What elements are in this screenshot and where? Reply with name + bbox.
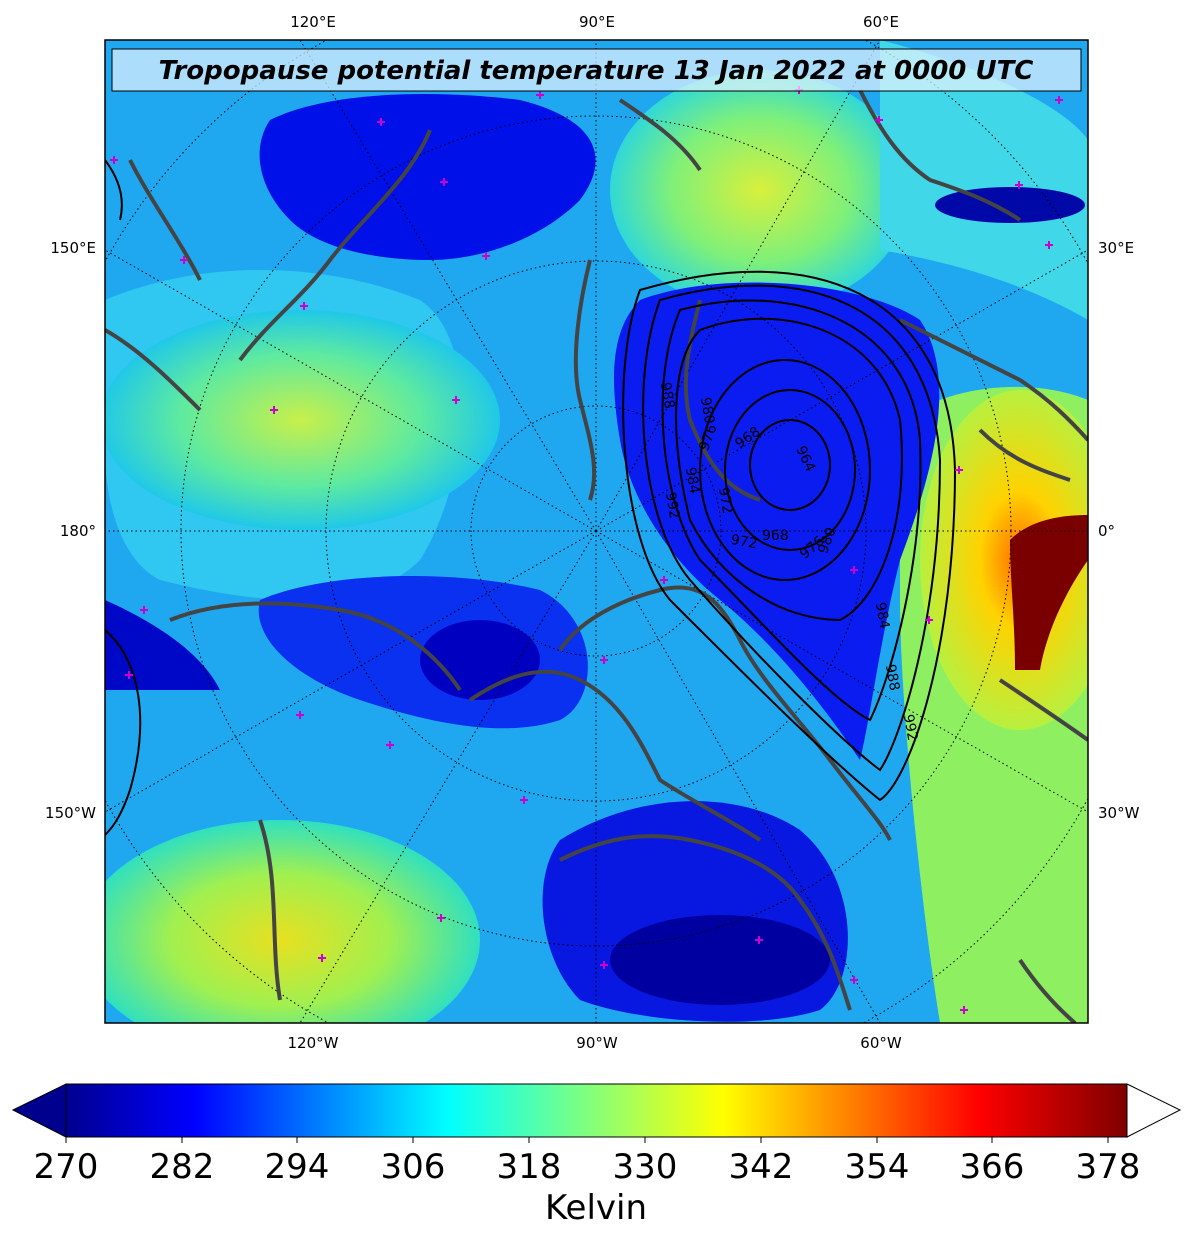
isobar-label: 972: [729, 532, 758, 552]
isobar-label: 988: [657, 381, 677, 410]
isobar-label: 984: [682, 466, 702, 495]
map-area: 988 980 976 984 992 972 968 964 968 972 …: [105, 40, 1088, 1023]
lon-label-bottom: 90°W: [576, 1034, 618, 1052]
lon-label-right: 0°: [1098, 522, 1115, 540]
dark-red-strip: [1010, 515, 1088, 670]
isobar-label: 992: [900, 713, 920, 742]
lon-label-top: 120°E: [290, 13, 336, 31]
warm-region-bottom-left: [105, 820, 480, 1023]
colorbar-tick-label: 366: [960, 1147, 1025, 1187]
colorbar: 270 282 294 306 318 330 342 354 366 378 …: [11, 1083, 1182, 1228]
lon-label-left: 150°W: [45, 804, 96, 822]
cold-streak-left-edge: [105, 600, 220, 690]
coastlines: [105, 89, 1088, 1023]
colorbar-over-arrow: [1126, 1083, 1182, 1138]
hot-region-right: [920, 390, 1088, 730]
warm-region-left: [105, 310, 500, 530]
lon-label-right: 30°E: [1098, 239, 1134, 257]
warm-region-top: [610, 70, 910, 310]
cyan-band-upper-right: [880, 40, 1088, 320]
isobar-label: 992: [662, 491, 682, 520]
colorbar-label: Kelvin: [545, 1188, 647, 1228]
lon-label-left: 150°E: [50, 239, 96, 257]
cold-filament-upper-right: [935, 187, 1085, 223]
lon-label-left: 180°: [60, 522, 96, 540]
cold-trough-center: [614, 282, 940, 760]
map-title: Tropopause potential temperature 13 Jan …: [159, 56, 1034, 86]
lon-label-right: 30°W: [1098, 804, 1140, 822]
isobar-label: 972: [715, 486, 735, 515]
isobar-label: 984: [872, 601, 892, 630]
map-frame: [104, 39, 1089, 1024]
graticule: [105, 40, 1088, 1023]
colorbar-tick-label: 330: [613, 1147, 678, 1187]
isobar-label: 968: [762, 528, 789, 544]
lon-label-bottom: 120°W: [288, 1034, 339, 1052]
isobars: [105, 159, 957, 836]
title-box: [111, 48, 1082, 92]
colorbar-tick-label: 342: [729, 1147, 794, 1187]
colorbar-under-arrow: [11, 1083, 67, 1138]
colorbar-tick-label: 282: [150, 1147, 215, 1187]
cold-streamer-top: [259, 94, 596, 260]
isobar-label: 988: [882, 663, 902, 692]
colorbar-tick-label: 270: [34, 1147, 99, 1187]
lon-label-top: 60°E: [863, 13, 899, 31]
cold-pool-bottom: [610, 915, 830, 1005]
colorbar-ticks: [65, 1137, 1109, 1143]
colorbar-tick-label: 378: [1076, 1147, 1141, 1187]
colorbar-tick-label: 354: [845, 1147, 910, 1187]
lon-label-bottom: 60°W: [860, 1034, 902, 1052]
isobar-label: 980: [697, 396, 717, 425]
station-markers: [110, 86, 1063, 1014]
colorbar-tick-label: 294: [265, 1147, 330, 1187]
lon-label-top: 90°E: [579, 13, 615, 31]
colorbar-tick-label: 318: [497, 1147, 562, 1187]
colorbar-bar: [65, 1083, 1128, 1138]
colorbar-tick-label: 306: [381, 1147, 446, 1187]
